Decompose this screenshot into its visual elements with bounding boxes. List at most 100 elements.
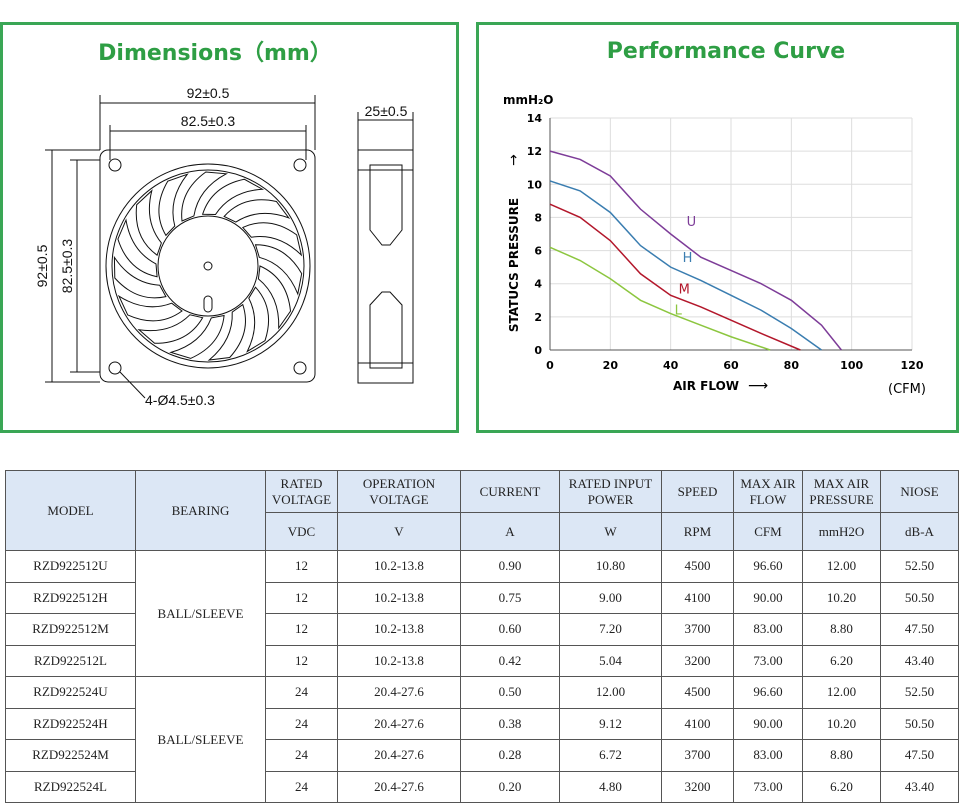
table-cell: 24 bbox=[265, 770, 338, 803]
table-cell: 12 bbox=[265, 644, 338, 677]
table-cell: 4100 bbox=[661, 581, 734, 614]
table-cell: 20.4-27.6 bbox=[337, 770, 461, 803]
curve-panel bbox=[476, 22, 959, 433]
blade bbox=[257, 265, 292, 330]
table-cell: 3700 bbox=[661, 613, 734, 646]
dim-depth: 25±0.5 bbox=[365, 103, 408, 119]
blade bbox=[201, 178, 265, 216]
x-tick-label: 120 bbox=[901, 359, 924, 372]
dim-height-inner: 82.5±0.3 bbox=[59, 239, 75, 294]
x-tick-label: 80 bbox=[784, 359, 800, 372]
header-cell: CFM bbox=[733, 512, 803, 551]
table-cell: 20.4-27.6 bbox=[337, 676, 461, 709]
header-cell: V bbox=[337, 512, 461, 551]
table-cell: 6.72 bbox=[559, 739, 662, 772]
table-cell: RZD922524H bbox=[5, 707, 136, 740]
table-cell: 50.50 bbox=[880, 581, 959, 614]
table-cell: 3700 bbox=[661, 739, 734, 772]
dim-height-outer: 92±0.5 bbox=[34, 244, 50, 287]
header-cell: mmH2O bbox=[802, 512, 881, 551]
table-cell: 10.20 bbox=[802, 581, 881, 614]
blade bbox=[246, 286, 270, 353]
table-cell: 96.60 bbox=[733, 550, 803, 583]
series-line bbox=[549, 203, 801, 351]
table-cell: RZD922512U bbox=[5, 550, 136, 583]
header-cell: CURRENT bbox=[460, 470, 560, 513]
header-cell: MAX AIR FLOW bbox=[733, 470, 803, 513]
y-tick-label: 0 bbox=[534, 344, 542, 357]
blade bbox=[117, 218, 158, 278]
dim-holes: 4-Ø4.5±0.3 bbox=[145, 392, 215, 408]
header-cell: RATED INPUT POWER bbox=[559, 470, 662, 513]
table-cell: 47.50 bbox=[880, 739, 959, 772]
series-label: L bbox=[675, 304, 683, 319]
dim-width-inner: 82.5±0.3 bbox=[181, 113, 236, 129]
table-cell: 6.20 bbox=[802, 770, 881, 803]
table-cell: 52.50 bbox=[880, 676, 959, 709]
y-label: STATUCS PRESSURE bbox=[507, 198, 521, 332]
header-cell: NIOSE bbox=[880, 470, 959, 513]
table-cell: 43.40 bbox=[880, 644, 959, 677]
table-cell: RZD922512H bbox=[5, 581, 136, 614]
table-cell: RZD922524U bbox=[5, 676, 136, 709]
series-label: U bbox=[687, 215, 697, 230]
y-tick-label: 10 bbox=[527, 178, 543, 191]
header-cell: MODEL bbox=[5, 470, 136, 551]
table-cell: 0.75 bbox=[460, 581, 560, 614]
header-cell: dB-A bbox=[880, 512, 959, 551]
table-cell: 52.50 bbox=[880, 550, 959, 583]
blade bbox=[223, 199, 291, 223]
table-row: VDC V A W RPM CFM mmH2O dB-A bbox=[6, 512, 959, 551]
y-tick-label: 2 bbox=[534, 311, 542, 324]
table-cell: 0.42 bbox=[460, 644, 560, 677]
chart-title: Performance Curve bbox=[607, 39, 845, 64]
table-cell: 50.50 bbox=[880, 707, 959, 740]
y-tick-label: 8 bbox=[534, 211, 542, 224]
table-cell: 8.80 bbox=[802, 739, 881, 772]
x-tick-label: 20 bbox=[603, 359, 619, 372]
table-cell: 20.4-27.6 bbox=[337, 739, 461, 772]
x-tick-label: 100 bbox=[840, 359, 863, 372]
table-cell: 0.60 bbox=[460, 613, 560, 646]
blade bbox=[113, 255, 167, 299]
table-cell: 0.50 bbox=[460, 676, 560, 709]
table-cell: 9.12 bbox=[559, 707, 662, 740]
blade bbox=[135, 189, 162, 256]
table-cell: 10.2-13.8 bbox=[337, 550, 461, 583]
table-cell: 47.50 bbox=[880, 613, 959, 646]
table-cell: 90.00 bbox=[733, 581, 803, 614]
y-tick-label: 6 bbox=[534, 245, 542, 258]
table-cell: 73.00 bbox=[733, 644, 803, 677]
header-cell: MAX AIR PRESSURE bbox=[802, 470, 881, 513]
table-cell: 0.20 bbox=[460, 770, 560, 803]
table-cell: 10.2-13.8 bbox=[337, 613, 461, 646]
table-cell: RZD922512L bbox=[5, 644, 136, 677]
top-panels: Dimensions（mm） 92±0.5 82.5±0.3 25±0.5 92… bbox=[0, 22, 959, 433]
table-row: RZD922524L 24 20.4-27.6 0.20 4.80 3200 73.00 6.… bbox=[5, 770, 959, 803]
x-tick-label: 60 bbox=[723, 359, 739, 372]
series-line bbox=[549, 150, 842, 351]
header-cell: OPERATION VOLTAGE bbox=[337, 470, 461, 513]
x-tick-label: 40 bbox=[663, 359, 679, 372]
blade bbox=[117, 294, 183, 322]
table-cell: RZD922524L bbox=[5, 770, 136, 803]
table-cell: 8.80 bbox=[802, 613, 881, 646]
table-cell: 24 bbox=[265, 707, 338, 740]
header-cell: W bbox=[559, 512, 662, 551]
dim-width-outer: 92±0.5 bbox=[187, 85, 230, 101]
table-cell: RZD922524M bbox=[5, 739, 136, 772]
table-cell: 3200 bbox=[661, 644, 734, 677]
table-cell: 20.4-27.6 bbox=[337, 707, 461, 740]
x-label: AIR FLOW bbox=[673, 379, 739, 393]
table-cell: 24 bbox=[265, 676, 338, 709]
table-cell: 9.00 bbox=[559, 581, 662, 614]
series-label: M bbox=[679, 282, 690, 297]
table-cell: 10.20 bbox=[802, 707, 881, 740]
series-line bbox=[549, 180, 822, 351]
table-cell: 73.00 bbox=[733, 770, 803, 803]
table-cell: 10.2-13.8 bbox=[337, 581, 461, 614]
table-cell: 0.38 bbox=[460, 707, 560, 740]
header-cell: BEARING bbox=[135, 470, 266, 551]
table-row: RZD922512U BALL/SLEEVE 12 10.2-13.8 0.90 10.8… bbox=[5, 550, 959, 677]
